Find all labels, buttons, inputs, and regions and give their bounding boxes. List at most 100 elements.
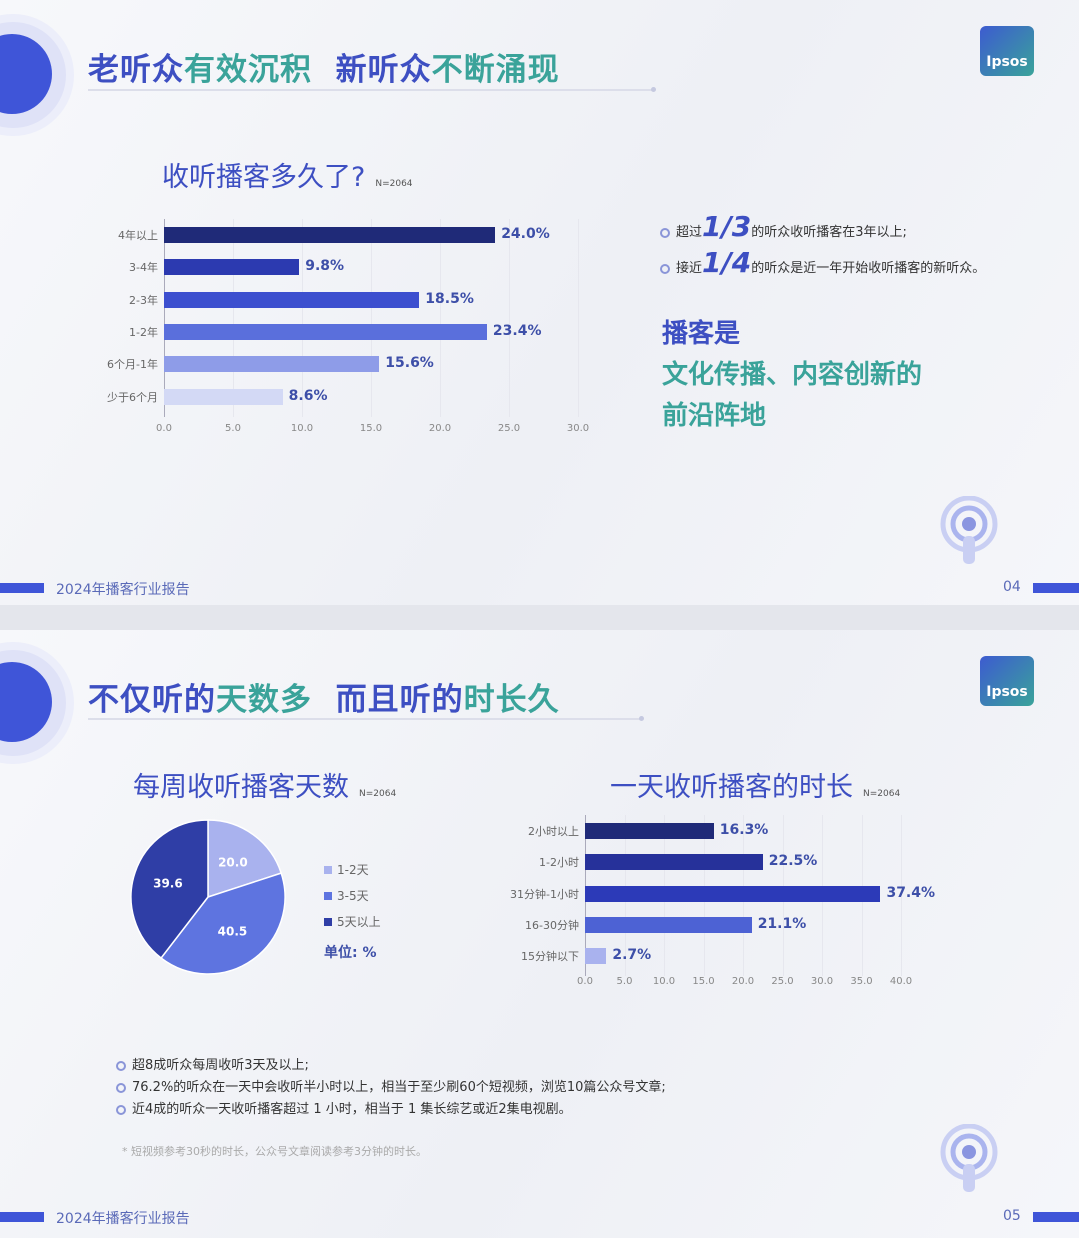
pie-slice (130, 819, 209, 960)
category-label: 16-30分钟 (525, 918, 579, 932)
category-label: 2小时以上 (528, 825, 579, 838)
category-label: 4年以上 (118, 229, 158, 242)
bullet-ring-icon (660, 263, 670, 274)
title-part: 时长久 (463, 682, 560, 718)
sample-size: N=2064 (863, 789, 901, 799)
footer-report-name: 2024年播客行业报告 (56, 1211, 190, 1227)
page-number: 04 (1003, 579, 1021, 595)
bar (164, 291, 420, 308)
value-label: 18.5% (425, 290, 474, 307)
days-pie-chart: 20.0 40.5 39.6 (130, 819, 286, 975)
bullet-text: 的听众是近一年开始收听播客的新听众。 (751, 261, 986, 276)
value-label: 16.3% (719, 822, 769, 838)
x-tick-label: 25.0 (497, 423, 521, 434)
value-label: 23.4% (492, 322, 542, 339)
title-part: 有效沉积 (184, 52, 312, 88)
x-tick-label: 10.0 (290, 423, 314, 434)
sample-size: N=2064 (375, 179, 413, 189)
footnote: * 短视频参考30秒的时长，公众号文章阅读参考3分钟的时长。 (122, 1145, 427, 1158)
bullet-text: 接近 (676, 261, 703, 276)
legend-item: 3-5天 (324, 887, 369, 904)
category-label: 15分钟以下 (521, 950, 579, 964)
slide-04: 老听众有效沉积 新听众不断涌现 Ipsos 收听播客多久了? N=2064 0.0… (0, 0, 1079, 605)
title-divider (88, 87, 656, 92)
footer-bar (0, 583, 44, 593)
bullet-text: 的听众收听播客在3年以上; (751, 225, 907, 240)
page-number: 05 (1003, 1208, 1021, 1224)
bullet-item: 超8成听众每周收听3天及以上; (116, 1054, 309, 1073)
category-label: 少于6个月 (107, 390, 158, 404)
bar (585, 854, 763, 871)
value-label: 2.7% (612, 947, 652, 964)
slice-label: 40.5 (218, 925, 248, 939)
bar (164, 388, 283, 405)
category-label: 1-2年 (129, 325, 158, 339)
gridline (371, 219, 372, 417)
bullet-1: 超过1/3的听众收听播客在3年以上; (660, 210, 907, 243)
bullet-ring-icon (116, 1082, 126, 1093)
value-label: 8.6% (288, 387, 328, 404)
category-label: 3-4年 (129, 261, 158, 275)
category-label: 2-3年 (129, 293, 158, 307)
legend-label: 5天以上 (337, 915, 381, 929)
pie-title-text: 每周收听播客天数 (133, 772, 349, 803)
gridline (440, 219, 441, 417)
gridline (509, 219, 510, 417)
x-tick-label: 25.0 (771, 976, 794, 987)
title-part: 不断涌现 (431, 52, 560, 88)
value-label: 15.6% (385, 355, 434, 372)
gridline (302, 219, 303, 417)
bar (164, 227, 496, 243)
bar (164, 356, 380, 373)
pie-title: 每周收听播客天数 N=2064 (133, 765, 396, 804)
bullet-highlight: 1/4 (702, 246, 752, 279)
podcast-icon (940, 1124, 998, 1192)
value-label: 24.0% (501, 226, 550, 242)
gridline (233, 219, 234, 417)
slice-label: 39.6 (153, 876, 183, 890)
sample-size: N=2064 (359, 789, 397, 799)
title-divider (88, 716, 644, 721)
bullet-item: 近4成的听众一天收听播客超过 1 小时，相当于 1 集长综艺或近2集电视剧。 (116, 1098, 572, 1117)
legend-label: 3-5天 (337, 889, 369, 903)
category-label: 6个月-1年 (107, 358, 158, 372)
decorative-circle (0, 650, 66, 756)
podcast-icon (940, 496, 998, 564)
title-part: 老听众 (88, 52, 184, 88)
footer-bar (1033, 583, 1079, 593)
x-tick-label: 40.0 (889, 976, 913, 987)
x-tick-label: 20.0 (731, 976, 755, 987)
legend-swatch (324, 866, 332, 874)
title-part: 不仅听的 (88, 682, 216, 718)
x-tick-label: 15.0 (692, 976, 715, 987)
x-tick-label: 0.0 (156, 423, 172, 434)
legend-item: 5天以上 (324, 913, 381, 930)
bar (585, 823, 714, 839)
slogan-line: 播客是 (662, 319, 741, 349)
slogan: 播客是 文化传播、内容创新的 前沿阵地 (662, 314, 922, 437)
legend-item: 1-2天 (324, 861, 369, 878)
legend-swatch (324, 892, 332, 900)
x-tick-label: 15.0 (359, 423, 383, 434)
pie-slice (159, 872, 286, 975)
category-label: 1-2小时 (539, 856, 579, 870)
unit-label: 单位: % (324, 945, 377, 961)
value-label: 37.4% (886, 884, 936, 901)
slogan-line: 文化传播、内容创新的 (662, 360, 923, 390)
bullet-item: 76.2%的听众在一天中会收听半小时以上，相当于至少刷60个短视频，浏览10篇公… (116, 1076, 666, 1095)
bullet-ring-icon (660, 227, 670, 238)
value-label: 22.5% (768, 853, 818, 870)
bar (585, 948, 607, 965)
x-tick-label: 0.0 (577, 976, 593, 987)
chart-title-text: 收听播客多久了? (162, 162, 366, 193)
ipsos-logo: Ipsos (980, 26, 1034, 76)
bar (164, 259, 300, 276)
bullet-highlight: 1/3 (702, 210, 752, 243)
title-part: 而且听的 (335, 682, 464, 718)
bar (164, 323, 487, 340)
x-tick-label: 35.0 (850, 976, 873, 987)
bullet-text: 近4成的听众一天收听播客超过 1 小时，相当于 1 集长综艺或近2集电视剧。 (132, 1102, 572, 1117)
decorative-circle (0, 22, 66, 128)
x-tick-label: 10.0 (652, 976, 676, 987)
slide-05: 不仅听的天数多 而且听的时长久 Ipsos 每周收听播客天数 N=2064 一天收… (0, 630, 1079, 1238)
